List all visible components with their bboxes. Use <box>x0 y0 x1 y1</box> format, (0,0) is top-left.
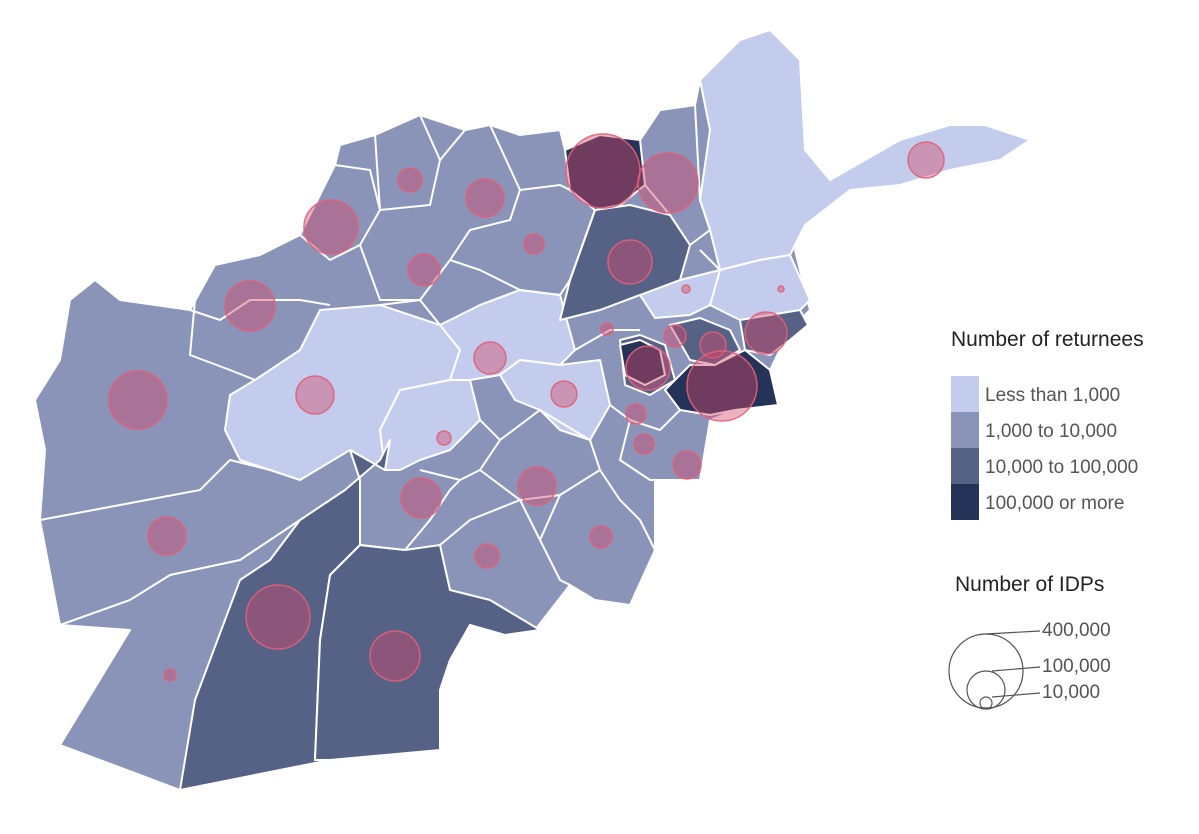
legend-swatch-less-than-1000 <box>951 376 979 412</box>
idp-bubble <box>686 350 758 422</box>
legend-label-10000-to-100000: 10,000 to 100,000 <box>985 457 1139 478</box>
legend-label-1000-to-10000: 1,000 to 10,000 <box>985 421 1118 442</box>
idp-bubble <box>523 233 545 255</box>
idp-bubble <box>474 543 500 569</box>
idp-bubble <box>744 311 788 355</box>
province-wardak <box>499 359 611 441</box>
idp-bubble <box>589 525 613 549</box>
legend-label-100000-or-more: 100,000 or more <box>985 493 1125 514</box>
idp-bubble <box>681 284 691 294</box>
idp-bubble <box>163 668 177 682</box>
idp-bubble <box>907 141 945 179</box>
idp-bubble <box>517 466 557 506</box>
legend-swatch-10000-to-100000 <box>951 448 979 484</box>
idp-bubble <box>633 433 655 455</box>
idp-bubbles <box>108 133 945 682</box>
idp-bubble <box>224 280 276 332</box>
idp-bubble <box>245 584 311 650</box>
leader-line-400000 <box>985 630 1041 635</box>
idp-size-legend <box>948 630 1041 710</box>
idp-bubble <box>147 516 187 556</box>
idp-size-label-10000: 10,000 <box>1042 682 1101 703</box>
idp-bubble <box>625 345 671 391</box>
idp-bubble <box>777 285 785 293</box>
idp-bubble <box>625 403 647 425</box>
leader-line-10000 <box>991 692 1041 698</box>
idp-bubble <box>465 178 505 218</box>
country-base <box>34 29 1031 791</box>
idp-bubble <box>565 133 641 209</box>
idp-bubble <box>407 253 441 287</box>
idp-bubble <box>397 167 423 193</box>
legend-swatch-100000-or-more <box>951 484 979 520</box>
idp-size-label-100000: 100,000 <box>1042 656 1111 677</box>
idp-bubble <box>303 199 359 255</box>
idp-bubble <box>473 341 507 375</box>
idp-legend-title: Number of IDPs <box>955 573 1105 596</box>
idp-bubble <box>436 430 452 446</box>
idp-bubble <box>108 370 168 430</box>
legend-swatch-1000-to-10000 <box>951 412 979 448</box>
idp-bubble <box>663 324 687 348</box>
province-boundaries <box>39 103 721 626</box>
idp-bubble <box>550 380 578 408</box>
idp-bubble <box>295 375 335 415</box>
province-daykundi <box>379 379 481 471</box>
idp-bubble <box>600 322 614 336</box>
legend-label-less-than-1000: Less than 1,000 <box>985 385 1121 406</box>
size-circle-10000 <box>979 696 993 710</box>
idp-size-label-400000: 400,000 <box>1042 620 1111 641</box>
leader-line-100000 <box>991 666 1041 672</box>
province-kandahar <box>314 544 541 761</box>
province-kunduz <box>559 204 691 321</box>
idp-bubble <box>672 450 702 480</box>
idp-bubble <box>369 630 421 682</box>
province-kapisa <box>619 339 666 386</box>
size-circle-100000 <box>966 670 1006 710</box>
returnees-legend-title: Number of returnees <box>951 328 1144 351</box>
province-badakhshan <box>699 29 1031 271</box>
idp-bubble <box>400 477 442 519</box>
idp-bubble <box>637 152 699 214</box>
idp-bubble <box>607 239 653 285</box>
